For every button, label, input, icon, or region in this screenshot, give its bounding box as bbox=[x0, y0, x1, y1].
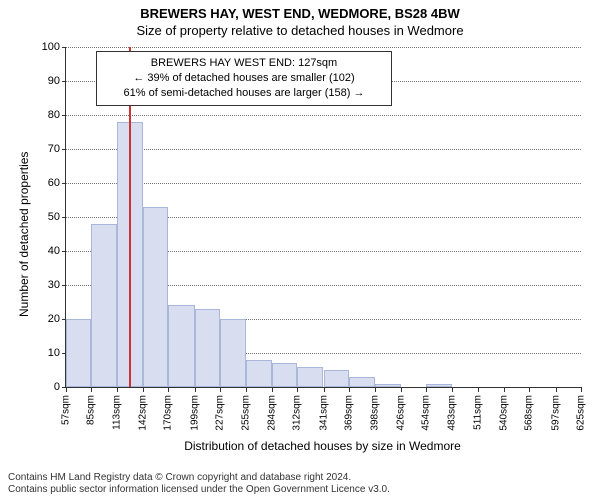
histogram-bar bbox=[220, 319, 245, 387]
x-tick-mark bbox=[504, 387, 505, 392]
y-tick-label: 20 bbox=[48, 313, 66, 325]
y-tick-label: 60 bbox=[48, 177, 66, 189]
annotation-line-1: BREWERS HAY WEST END: 127sqm bbox=[105, 56, 383, 71]
attribution: Contains HM Land Registry data © Crown c… bbox=[8, 472, 592, 496]
x-tick-mark bbox=[220, 387, 221, 392]
x-tick-mark bbox=[478, 387, 479, 392]
x-tick-mark bbox=[375, 387, 376, 392]
y-gridline bbox=[66, 47, 581, 48]
histogram-bar bbox=[324, 370, 349, 387]
x-tick-mark bbox=[324, 387, 325, 392]
annotation-line-3: 61% of semi-detached houses are larger (… bbox=[105, 86, 383, 101]
y-tick-label: 80 bbox=[48, 109, 66, 121]
y-gridline bbox=[66, 183, 581, 184]
x-tick-label: 142sqm bbox=[138, 395, 149, 431]
x-tick-label: 597sqm bbox=[550, 395, 561, 431]
histogram-bar bbox=[246, 360, 272, 387]
x-tick-mark bbox=[91, 387, 92, 392]
y-gridline bbox=[66, 115, 581, 116]
x-tick-mark bbox=[272, 387, 273, 392]
y-tick-label: 40 bbox=[48, 245, 66, 257]
x-tick-mark bbox=[581, 387, 582, 392]
x-tick-mark bbox=[117, 387, 118, 392]
y-tick-label: 90 bbox=[48, 75, 66, 87]
histogram-bar bbox=[143, 207, 168, 387]
histogram-bar bbox=[168, 305, 194, 387]
x-tick-label: 57sqm bbox=[61, 395, 72, 425]
y-axis-label: Number of detached properties bbox=[17, 152, 31, 317]
histogram-bar bbox=[66, 319, 91, 387]
histogram-bar bbox=[91, 224, 116, 387]
attribution-line-1: Contains HM Land Registry data © Crown c… bbox=[8, 472, 592, 484]
x-tick-label: 170sqm bbox=[163, 395, 174, 431]
x-tick-label: 426sqm bbox=[395, 395, 406, 431]
x-tick-label: 483sqm bbox=[447, 395, 458, 431]
y-gridline bbox=[66, 149, 581, 150]
histogram-bar bbox=[349, 377, 375, 387]
histogram-bar bbox=[426, 384, 452, 387]
x-tick-mark bbox=[556, 387, 557, 392]
title-line-1: BREWERS HAY, WEST END, WEDMORE, BS28 4BW bbox=[0, 0, 600, 21]
x-axis-label: Distribution of detached houses by size … bbox=[65, 439, 580, 453]
x-tick-label: 540sqm bbox=[498, 395, 509, 431]
y-tick-label: 70 bbox=[48, 143, 66, 155]
x-tick-mark bbox=[143, 387, 144, 392]
x-tick-label: 284sqm bbox=[266, 395, 277, 431]
y-tick-label: 10 bbox=[48, 347, 66, 359]
histogram-bar bbox=[195, 309, 220, 387]
x-tick-label: 255sqm bbox=[240, 395, 251, 431]
histogram-bar bbox=[272, 363, 297, 387]
y-tick-label: 50 bbox=[48, 211, 66, 223]
x-tick-mark bbox=[529, 387, 530, 392]
x-tick-label: 341sqm bbox=[318, 395, 329, 431]
x-tick-label: 85sqm bbox=[86, 395, 97, 425]
annotation-line-2: ← 39% of detached houses are smaller (10… bbox=[105, 71, 383, 86]
x-tick-mark bbox=[426, 387, 427, 392]
x-tick-label: 199sqm bbox=[189, 395, 200, 431]
x-tick-mark bbox=[246, 387, 247, 392]
attribution-line-2: Contains public sector information licen… bbox=[8, 484, 592, 496]
x-tick-label: 454sqm bbox=[420, 395, 431, 431]
x-tick-mark bbox=[401, 387, 402, 392]
x-tick-label: 625sqm bbox=[576, 395, 587, 431]
x-tick-mark bbox=[297, 387, 298, 392]
x-tick-label: 511sqm bbox=[472, 395, 483, 430]
x-tick-label: 113sqm bbox=[111, 395, 122, 430]
title-line-2: Size of property relative to detached ho… bbox=[0, 21, 600, 42]
x-tick-label: 312sqm bbox=[292, 395, 303, 431]
x-tick-label: 398sqm bbox=[370, 395, 381, 431]
y-tick-label: 0 bbox=[54, 381, 66, 393]
x-tick-mark bbox=[452, 387, 453, 392]
x-tick-mark bbox=[168, 387, 169, 392]
x-tick-label: 568sqm bbox=[524, 395, 535, 431]
y-tick-label: 100 bbox=[42, 41, 66, 53]
x-tick-label: 227sqm bbox=[215, 395, 226, 431]
y-tick-label: 30 bbox=[48, 279, 66, 291]
histogram-bar bbox=[375, 384, 400, 387]
x-tick-mark bbox=[349, 387, 350, 392]
annotation-callout: BREWERS HAY WEST END: 127sqm ← 39% of de… bbox=[96, 51, 392, 106]
x-tick-mark bbox=[66, 387, 67, 392]
histogram-bar bbox=[297, 367, 323, 387]
x-tick-label: 369sqm bbox=[343, 395, 354, 431]
x-tick-mark bbox=[195, 387, 196, 392]
